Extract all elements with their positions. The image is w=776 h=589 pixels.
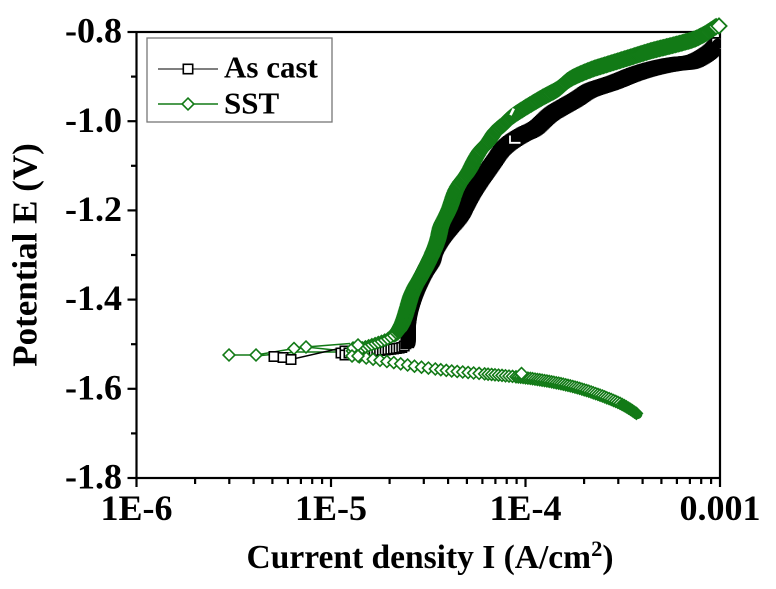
svg-text:1E-6: 1E-6: [101, 488, 173, 528]
svg-text:0.001: 0.001: [680, 488, 761, 528]
svg-text:As cast: As cast: [224, 50, 319, 85]
svg-text:-1.0: -1.0: [65, 100, 122, 140]
svg-text:SST: SST: [224, 86, 279, 121]
svg-text:1E-4: 1E-4: [490, 488, 562, 528]
svg-text:-1.8: -1.8: [65, 457, 122, 497]
svg-text:-0.8: -0.8: [65, 11, 122, 51]
svg-text:-1.4: -1.4: [65, 278, 122, 318]
svg-text:1E-5: 1E-5: [295, 488, 367, 528]
svg-text:Potential E (V): Potential E (V): [6, 143, 45, 367]
svg-text:Current density I (A/cm2): Current density I (A/cm2): [247, 536, 614, 576]
svg-text:-1.6: -1.6: [65, 367, 122, 407]
svg-text:-1.2: -1.2: [65, 189, 122, 229]
